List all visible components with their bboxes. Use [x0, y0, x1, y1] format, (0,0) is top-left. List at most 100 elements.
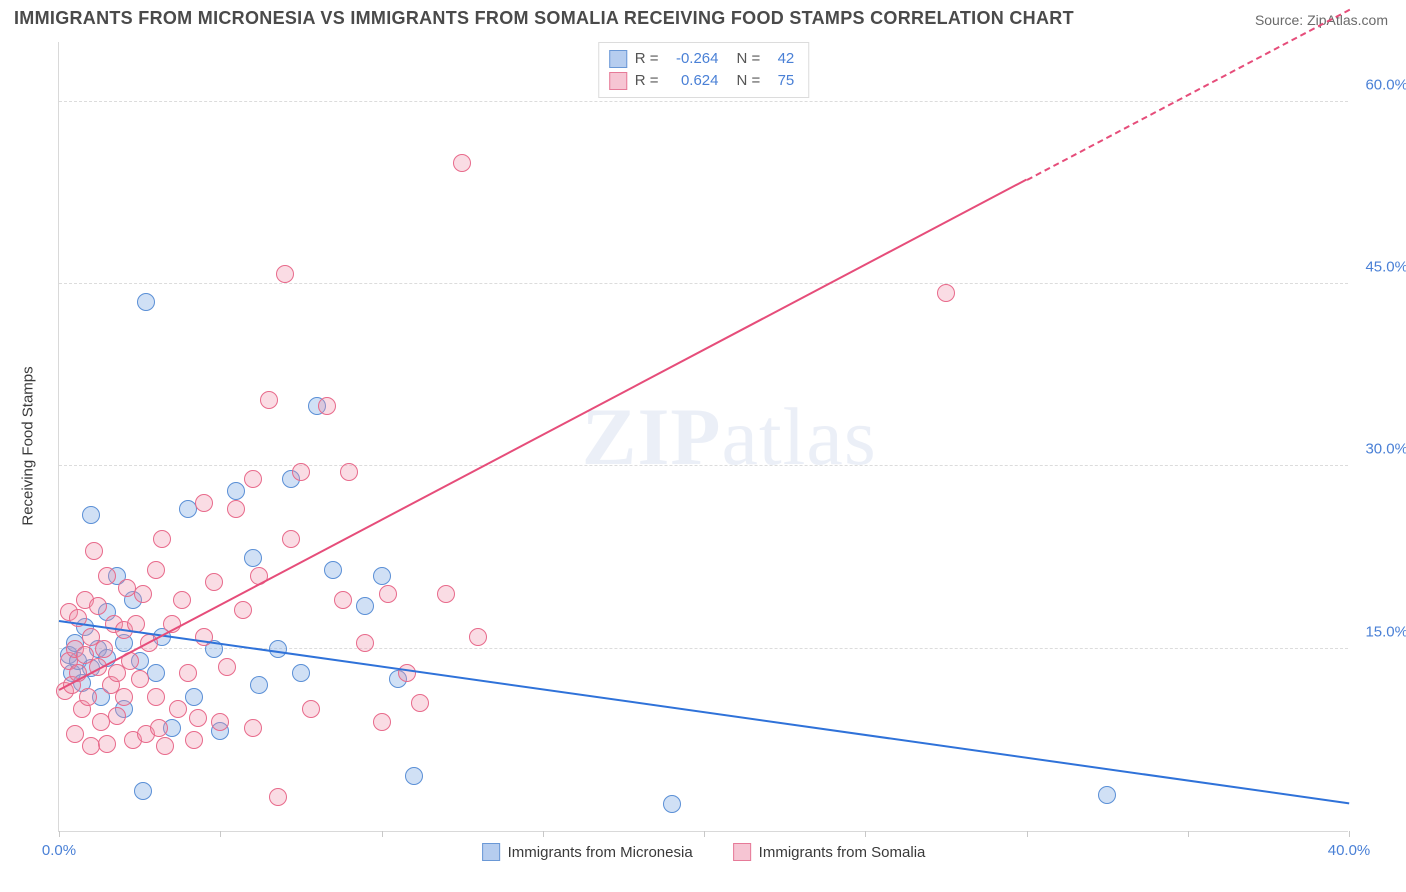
legend-n-label: N = [737, 70, 761, 92]
x-tick-mark [543, 831, 544, 837]
gridline-horizontal [59, 283, 1348, 284]
dot-somalia [469, 628, 487, 646]
watermark: ZIPatlas [582, 390, 877, 484]
watermark-atlas: atlas [721, 391, 876, 482]
x-tick-mark [382, 831, 383, 837]
dot-somalia [227, 500, 245, 518]
dot-micronesia [269, 640, 287, 658]
legend-n-value-micronesia: 42 [768, 48, 794, 70]
dot-somalia [147, 561, 165, 579]
x-tick-mark [1027, 831, 1028, 837]
dot-micronesia [227, 482, 245, 500]
x-tick-mark [1188, 831, 1189, 837]
legend-swatch-somalia [733, 843, 751, 861]
x-tick-mark [704, 831, 705, 837]
gridline-horizontal [59, 465, 1348, 466]
dot-micronesia [356, 597, 374, 615]
dot-somalia [173, 591, 191, 609]
dot-somalia [98, 567, 116, 585]
y-tick-label: 45.0% [1353, 259, 1406, 276]
dot-micronesia [405, 767, 423, 785]
dot-somalia [108, 707, 126, 725]
dot-micronesia [137, 293, 155, 311]
legend-series: Immigrants from Micronesia Immigrants fr… [482, 843, 926, 861]
dot-somalia [260, 391, 278, 409]
dot-somalia [85, 542, 103, 560]
dot-micronesia [324, 561, 342, 579]
legend-row-somalia: R = 0.624 N = 75 [609, 70, 795, 92]
dot-somalia [153, 530, 171, 548]
dot-somalia [185, 731, 203, 749]
dot-micronesia [250, 676, 268, 694]
x-tick-mark [220, 831, 221, 837]
dot-somalia [234, 601, 252, 619]
x-tick-mark [865, 831, 866, 837]
legend-n-label: N = [737, 48, 761, 70]
dot-somalia [453, 154, 471, 172]
dot-somalia [179, 664, 197, 682]
dot-somalia [373, 713, 391, 731]
dot-somalia [244, 719, 262, 737]
legend-r-value-micronesia: -0.264 [667, 48, 719, 70]
dot-micronesia [134, 782, 152, 800]
dot-somalia [95, 640, 113, 658]
legend-correlation-box: R = -0.264 N = 42 R = 0.624 N = 75 [598, 42, 810, 98]
dot-somalia [318, 397, 336, 415]
dot-micronesia [292, 664, 310, 682]
dot-somalia [356, 634, 374, 652]
chart-plot-area: ZIPatlas R = -0.264 N = 42 R = 0.624 N =… [58, 42, 1348, 832]
legend-row-micronesia: R = -0.264 N = 42 [609, 48, 795, 70]
dot-somalia [79, 688, 97, 706]
legend-item-somalia: Immigrants from Somalia [733, 843, 926, 861]
legend-swatch-micronesia [609, 50, 627, 68]
dot-somalia [134, 585, 152, 603]
dot-somalia [82, 737, 100, 755]
dot-somalia [189, 709, 207, 727]
trendline-somalia-extrapolated [1026, 9, 1349, 181]
dot-somalia [150, 719, 168, 737]
dot-somalia [302, 700, 320, 718]
dot-somalia [205, 573, 223, 591]
dot-somalia [340, 463, 358, 481]
gridline-horizontal [59, 101, 1348, 102]
dot-somalia [334, 591, 352, 609]
legend-label-micronesia: Immigrants from Micronesia [508, 844, 693, 861]
dot-somalia [195, 494, 213, 512]
dot-somalia [156, 737, 174, 755]
legend-r-label: R = [635, 70, 659, 92]
dot-somalia [131, 670, 149, 688]
dot-micronesia [373, 567, 391, 585]
dot-micronesia [147, 664, 165, 682]
dot-micronesia [1098, 786, 1116, 804]
legend-swatch-micronesia [482, 843, 500, 861]
dot-somalia [437, 585, 455, 603]
dot-somalia [115, 688, 133, 706]
legend-r-label: R = [635, 48, 659, 70]
dot-somalia [244, 470, 262, 488]
dot-somalia [292, 463, 310, 481]
y-tick-label: 30.0% [1353, 441, 1406, 458]
y-tick-label: 15.0% [1353, 623, 1406, 640]
y-axis-title: Receiving Food Stamps [20, 366, 37, 525]
dot-somalia [379, 585, 397, 603]
x-tick-label: 40.0% [1328, 842, 1371, 859]
x-tick-mark [1349, 831, 1350, 837]
legend-label-somalia: Immigrants from Somalia [759, 844, 926, 861]
legend-r-value-somalia: 0.624 [667, 70, 719, 92]
dot-somalia [218, 658, 236, 676]
dot-somalia [411, 694, 429, 712]
y-tick-label: 60.0% [1353, 76, 1406, 93]
dot-somalia [937, 284, 955, 302]
dot-somalia [98, 735, 116, 753]
legend-n-value-somalia: 75 [768, 70, 794, 92]
dot-somalia [89, 597, 107, 615]
dot-somalia [169, 700, 187, 718]
dot-somalia [282, 530, 300, 548]
dot-somalia [398, 664, 416, 682]
x-tick-label: 0.0% [42, 842, 76, 859]
legend-swatch-somalia [609, 72, 627, 90]
dot-micronesia [185, 688, 203, 706]
dot-micronesia [82, 506, 100, 524]
dot-somalia [269, 788, 287, 806]
dot-somalia [276, 265, 294, 283]
